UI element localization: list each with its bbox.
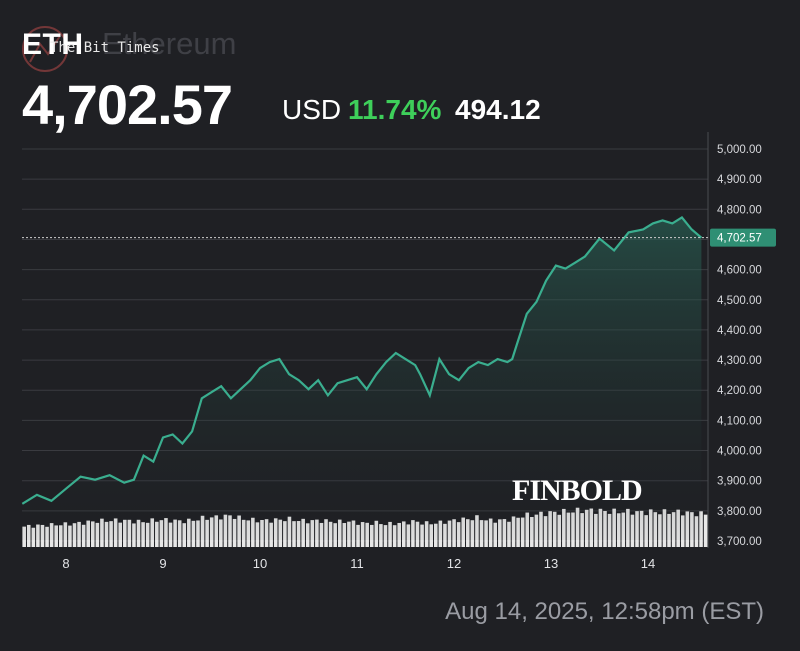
current-price-badge-label: 4,702.57 [717,233,762,245]
x-tick-label: 13 [544,556,558,571]
y-tick-label: 3,900.00 [717,476,762,488]
y-tick-label: 4,400.00 [717,325,762,337]
y-tick-label: 4,900.00 [717,174,762,186]
volume-bar [703,514,708,547]
y-tick-label: 4,300.00 [717,355,762,367]
x-tick-label: 9 [159,556,166,571]
y-axis: 5,000.004,900.004,800.004,700.004,600.00… [717,144,762,548]
currency-label: USD [282,94,342,125]
x-tick-label: 10 [253,556,267,571]
change-absolute: 494.12 [455,94,541,125]
ticker-symbol: ETH [22,28,84,61]
price-line [21,215,703,505]
y-tick-label: 3,800.00 [717,506,762,518]
asset-name: Ethereum [102,26,237,61]
x-tick-label: 14 [641,556,655,571]
price-chart: 5,000.004,900.004,800.004,700.004,600.00… [21,132,776,571]
y-tick-label: 4,500.00 [717,295,762,307]
y-tick-label: 5,000.00 [717,144,762,156]
price-area [22,217,702,540]
x-tick-label: 8 [62,556,69,571]
y-tick-label: 4,800.00 [717,204,762,216]
y-tick-label: 4,100.00 [717,415,762,427]
timestamp: Aug 14, 2025, 12:58pm (EST) [445,598,764,625]
x-tick-label: 11 [350,556,364,571]
x-axis: 8 9 10 11 12 13 14 [62,556,655,571]
y-tick-label: 4,200.00 [717,385,762,397]
current-price-badge: 4,702.57 [710,228,776,247]
y-tick-label: 4,000.00 [717,446,762,458]
current-price: 4,702.57 [22,73,233,136]
finbold-logo: FINBOLD [512,474,642,507]
watermark-logo-icon [22,26,68,72]
y-tick-label: 3,700.00 [717,536,762,548]
x-tick-label: 12 [447,556,461,571]
y-tick-label: 4,600.00 [717,265,762,277]
change-percent: 11.74% [348,94,442,125]
watermark-text: The Bit Times [50,40,160,56]
